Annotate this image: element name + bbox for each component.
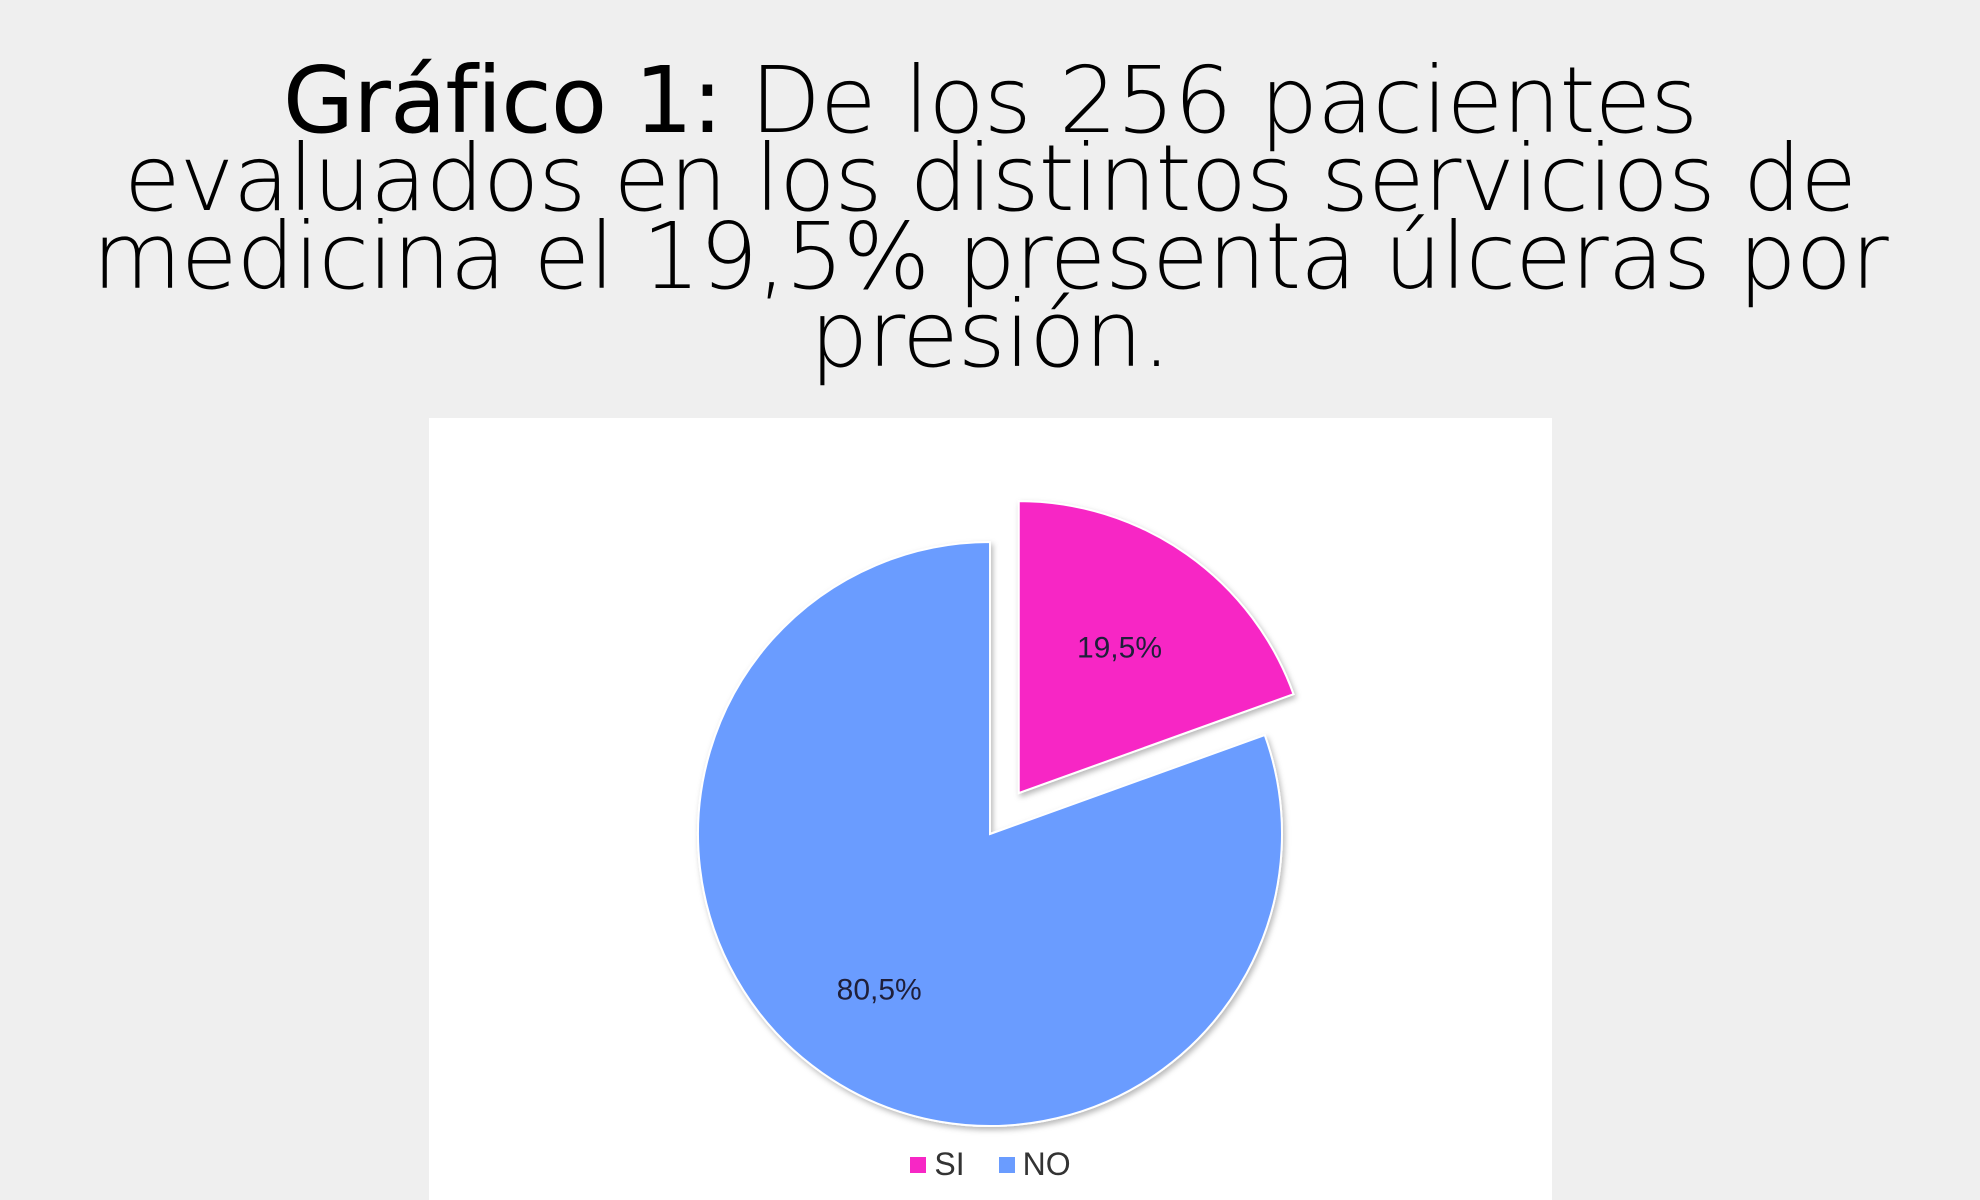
caption-prefix: Gráfico 1: (282, 47, 723, 154)
data-label-no: 80,5% (837, 974, 922, 1007)
legend-entry-si: SI (910, 1146, 965, 1183)
pie-chart: 19,5% 80,5% (697, 500, 1295, 1127)
chart-legend: SI NO (429, 1146, 1552, 1183)
legend-swatch-no (998, 1156, 1015, 1173)
pie-slice-no (697, 540, 1283, 1127)
caption-text: De los 256 pacientes evaluados en los di… (92, 47, 1888, 388)
chart-caption: Gráfico 1: De los 256 pacientes evaluado… (40, 55, 1940, 381)
data-label-si: 19,5% (1077, 632, 1162, 665)
legend-label-si: SI (934, 1146, 965, 1182)
chart-panel: 19,5% 80,5% SI NO (429, 418, 1552, 1200)
legend-entry-no: NO (998, 1146, 1071, 1183)
legend-label-no: NO (1022, 1146, 1071, 1182)
legend-swatch-si (910, 1156, 927, 1173)
pie-slice-si (1017, 500, 1295, 795)
